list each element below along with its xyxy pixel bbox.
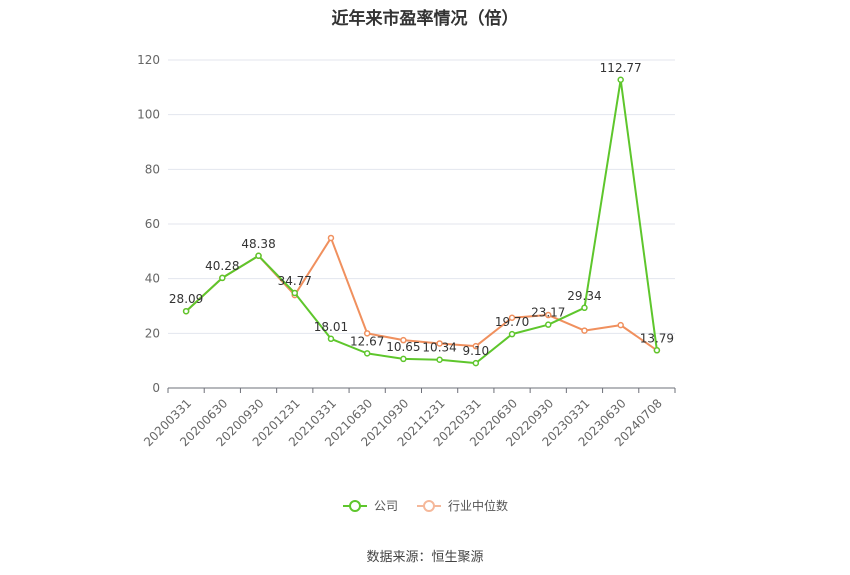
data-label: 10.34 xyxy=(422,341,456,355)
data-label: 9.10 xyxy=(462,344,489,358)
y-tick-label: 100 xyxy=(137,108,160,122)
line-chart: 0 20 40 60 80 100 120 202003312020063020200930… xyxy=(137,53,676,449)
source-note: 数据来源：恒生聚源 xyxy=(366,550,484,565)
legend-company-marker xyxy=(342,499,367,512)
company-point xyxy=(182,307,190,315)
legend-label-industry: 行业中位数 xyxy=(448,499,509,513)
data-label: 28.09 xyxy=(169,292,203,306)
company-point xyxy=(472,359,480,367)
company-point xyxy=(617,76,624,84)
y-tick-label: 40 xyxy=(145,272,160,286)
industry-point xyxy=(508,314,516,322)
company-point xyxy=(255,252,262,260)
company-point xyxy=(327,335,335,343)
industry-point xyxy=(400,336,407,344)
industry-point xyxy=(581,327,588,334)
legend-industry-marker xyxy=(417,499,441,512)
company-series-line xyxy=(185,78,658,365)
company-point xyxy=(363,350,371,357)
legend-label-company: 公司 xyxy=(373,499,398,513)
data-label: 48.38 xyxy=(241,237,275,251)
legend-item-company[interactable]: 公司 xyxy=(342,497,398,514)
company-point xyxy=(219,274,226,282)
data-label: 13.79 xyxy=(640,331,674,345)
y-axis: 0 20 40 60 80 100 120 xyxy=(137,53,160,395)
series-lines xyxy=(182,76,661,367)
data-label: 40.28 xyxy=(205,259,239,273)
industry-point xyxy=(472,342,480,350)
y-tick-label: 20 xyxy=(145,326,160,340)
data-label: 19.70 xyxy=(495,315,529,329)
legend-item-industry[interactable]: 行业中位数 xyxy=(416,497,508,514)
data-label: 10.65 xyxy=(386,340,420,354)
data-label: 112.77 xyxy=(600,61,642,75)
data-label: 18.01 xyxy=(314,320,348,334)
company-point xyxy=(581,304,588,312)
data-label: 29.34 xyxy=(567,289,601,303)
company-point xyxy=(400,355,407,363)
chart-title: 近年来市盈率情况（倍） xyxy=(331,9,519,29)
grid-lines xyxy=(168,59,675,334)
company-point xyxy=(545,321,552,328)
y-tick-label: 80 xyxy=(145,162,160,176)
x-axis: 2020033120200630202009302020123120210331… xyxy=(141,387,676,449)
industry-point xyxy=(436,340,443,347)
y-tick-label: 120 xyxy=(137,53,160,67)
data-label: 23.17 xyxy=(531,306,565,320)
company-point xyxy=(436,356,443,363)
industry-point xyxy=(545,311,552,319)
company-point xyxy=(508,330,516,338)
data-label: 34.77 xyxy=(278,274,312,288)
industry-point xyxy=(363,330,371,337)
y-tick-label: 0 xyxy=(152,381,160,395)
data-label: 12.67 xyxy=(350,334,384,348)
company-point xyxy=(653,347,661,354)
industry-point xyxy=(617,321,624,329)
industry-point xyxy=(327,234,335,242)
legend: 公司 行业中位数 xyxy=(0,497,850,514)
company-point xyxy=(291,289,298,297)
y-tick-label: 60 xyxy=(145,217,160,231)
